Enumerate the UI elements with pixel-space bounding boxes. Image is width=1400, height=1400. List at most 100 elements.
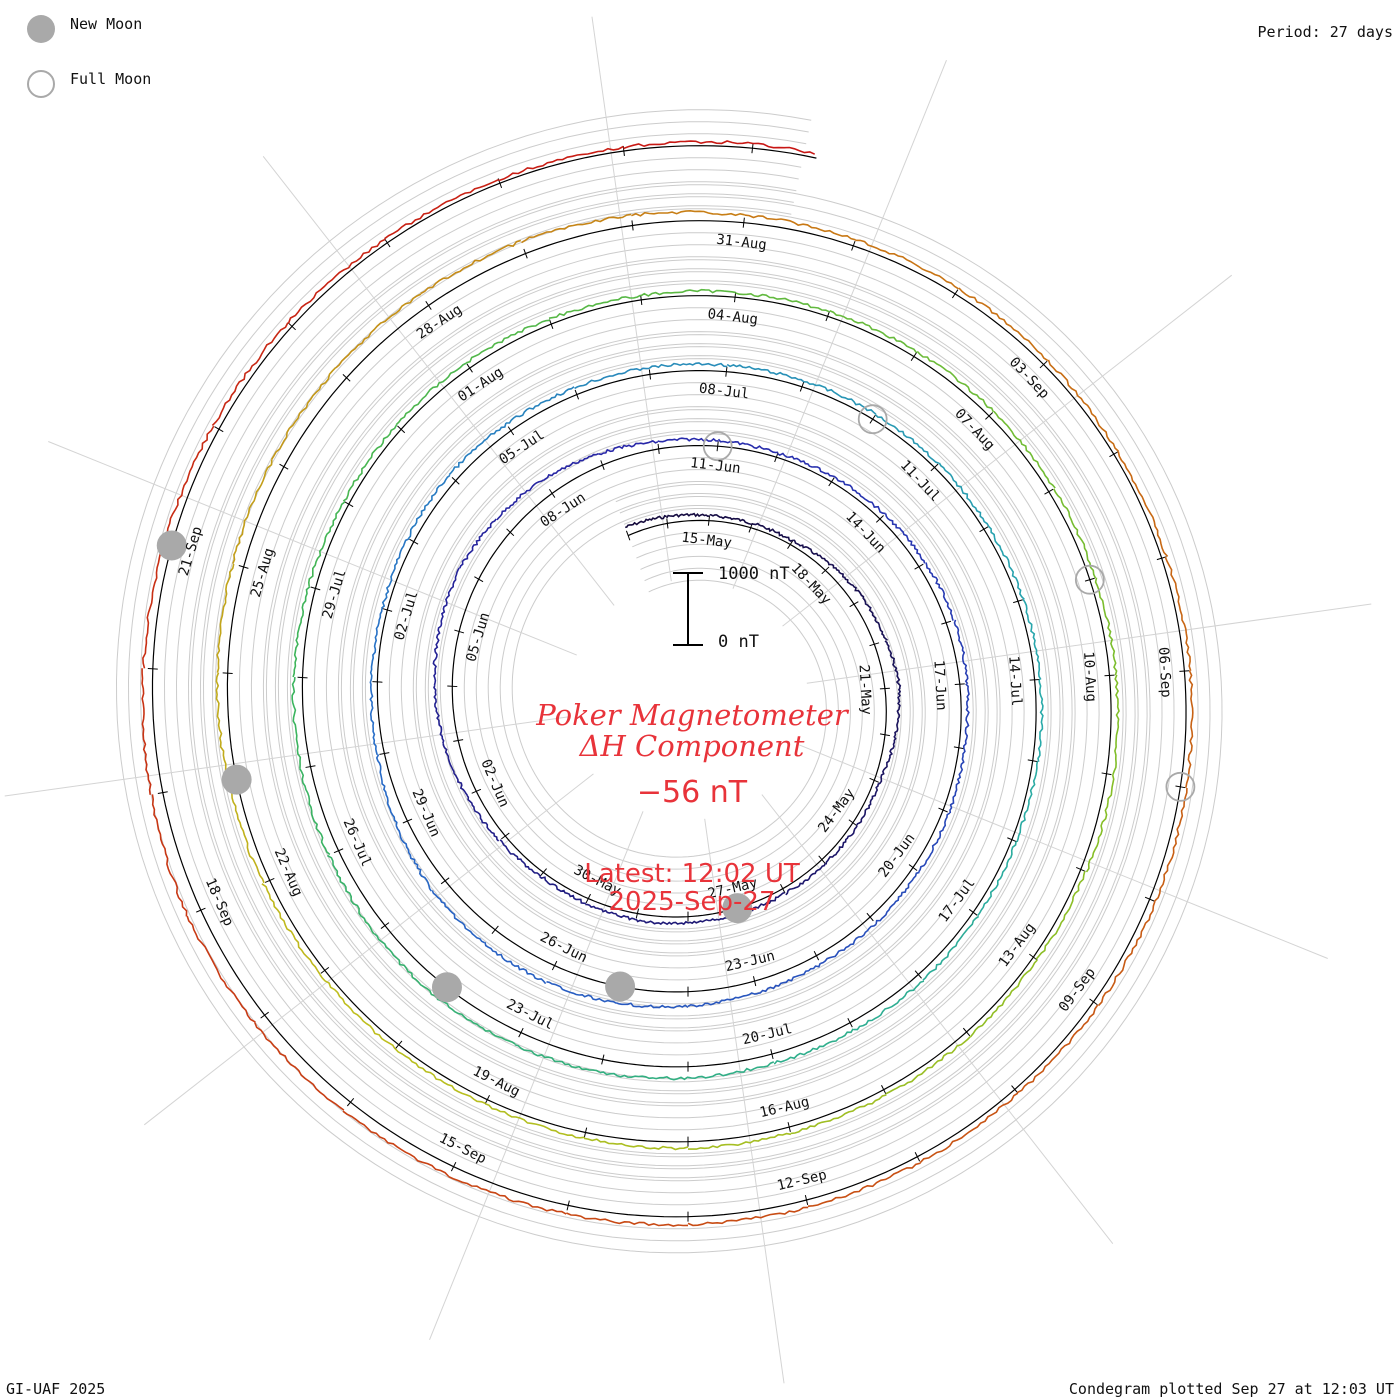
day-tick [342,374,351,382]
trace-segment [1097,901,1156,1007]
trace-segment [631,209,745,217]
day-tick [866,912,874,922]
trace-segment [431,890,485,944]
date-label: 12-Sep [775,1167,828,1194]
trace-segment [916,350,995,413]
day-tick [716,441,719,452]
day-tick [549,319,554,329]
trace-segment [938,462,990,527]
chart-title: Poker Magnetometer ΔH Component [442,700,942,762]
trace-segment [893,687,902,737]
trace-segment [726,363,805,383]
trace-segment [744,214,856,241]
day-tick [507,426,515,436]
day-tick [402,818,413,824]
trace-segment [1185,670,1194,788]
latest-time: Latest: 12:02 UT [584,859,800,889]
day-tick [451,476,460,485]
trace-segment [465,319,550,364]
date-label: 05-Jun [463,611,493,664]
magnetometer-trace [141,140,1194,1227]
trace-segment [687,992,758,1008]
trace-segment [270,367,337,461]
trace-segment [373,932,439,999]
day-tick [601,1054,605,1065]
trace-segment [919,1092,1019,1164]
trace-segment [319,973,396,1050]
chart-title-line1: Poker Magnetometer [536,698,848,732]
new-moon-marker [221,764,252,795]
day-tick [440,877,450,885]
day-tick [551,960,558,971]
trace-segment [615,1002,689,1009]
trace-segment [1016,1004,1099,1094]
trace-segment [186,915,256,1023]
day-tick [707,515,711,526]
trace-segment [1035,871,1086,960]
grid-spoke-4 [799,744,1328,959]
day-tick [372,681,383,683]
day-tick [583,1127,588,1138]
trace-segment [291,677,302,769]
day-tick [968,908,978,916]
trace-segment [369,681,378,756]
date-label: 14-Jun [842,509,888,557]
date-label: 13-Aug [996,920,1039,970]
trace-segment [687,1061,775,1080]
day-tick [770,1049,774,1060]
grid-spoke-8 [143,773,594,1126]
trace-segment [884,513,926,564]
trace-segment [141,668,152,795]
trace-segment [433,685,445,744]
trace-segment [227,781,265,884]
day-tick [1013,599,1023,604]
day-tick [1109,451,1119,458]
day-tick [380,922,390,929]
trace-segment [1164,556,1192,671]
trace-segment [785,863,826,896]
day-tick [344,501,354,508]
trace-segment [855,239,959,290]
trace-segment [977,841,1017,917]
date-label: 18-May [788,560,834,608]
trace-segment [395,362,467,426]
day-tick [471,788,482,794]
day-tick [333,848,344,854]
day-tick [848,819,858,827]
trace-segment [543,452,599,481]
trace-segment [505,386,575,424]
day-tick [908,864,918,871]
trace-segment [1047,359,1120,452]
trace-segment [922,915,980,981]
day-tick [264,877,275,883]
day-tick [196,907,206,913]
day-tick [953,746,964,750]
trace-segment [459,518,497,569]
grid-spiral-6 [127,121,1211,1242]
day-tick [1007,837,1017,843]
trace-segment [717,438,779,454]
trace-segment [820,923,877,965]
day-tick [382,608,393,612]
day-tick [787,540,794,549]
day-tick [539,868,547,877]
trace-segment [825,825,858,865]
date-label: 31-Aug [715,232,767,254]
day-tick [491,925,499,934]
footer-plot-time: Condegram plotted Sep 27 at 12:03 UT [1068,1380,1394,1398]
legend-full-moon-label: Full Moon [70,70,152,88]
trace-segment [375,754,398,827]
day-tick [260,1011,269,1019]
scale-bar-bottom-label: 0 nT [718,632,759,652]
day-tick [914,563,924,570]
trace-segment [436,998,516,1045]
day-tick [288,322,296,331]
day-tick [828,477,835,487]
date-label: 09-Sep [1056,965,1099,1015]
trace-segment [969,959,1038,1038]
full-moon-marker [702,431,733,462]
trace-segment [625,514,667,529]
day-tick [523,248,528,259]
day-tick [869,414,876,424]
trace-segment [1112,674,1120,776]
